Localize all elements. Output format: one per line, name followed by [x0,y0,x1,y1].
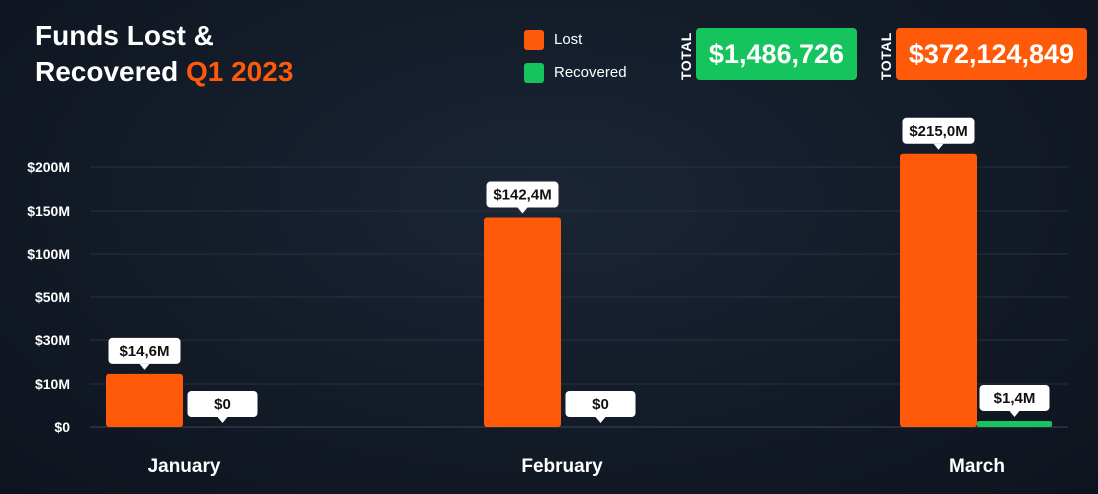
legend-swatch-recovered [524,63,544,83]
legend-label-recovered: Recovered [554,64,627,81]
data-label-recovered-label: $0 [592,396,609,413]
title-period: Q1 2023 [185,56,294,87]
y-tick-label: $150M [27,203,70,219]
data-label-recovered-pointer [595,417,606,423]
data-label-lost-bubble [486,181,559,208]
y-tick-label: $10M [35,376,70,392]
y-tick-label: $100M [27,246,70,262]
y-tick-label: $200M [27,159,70,175]
legend-label-lost: Lost [554,31,583,48]
x-category-label: February [521,456,603,477]
y-tick-label: $50M [35,289,70,305]
x-category-label: March [949,456,1005,477]
total-recovered-value: $1,486,726 [696,28,857,80]
data-label-lost-bubble [902,117,975,144]
data-label-lost-pointer [933,143,944,150]
data-label-lost-label: $215,0M [909,123,967,140]
chart-title: Funds Lost & Recovered Q1 2023 [35,18,293,90]
title-line-1: Funds Lost & [35,20,214,51]
bar-lost [106,373,183,427]
data-label-lost-bubble [108,337,181,364]
data-label-recovered-bubble [979,384,1050,411]
data-label-lost-pointer [139,363,150,370]
data-label-lost-pointer [517,207,528,214]
total-lost-value: $372,124,849 [896,28,1087,80]
data-label-recovered-bubble [187,391,258,417]
data-label-recovered-pointer [217,417,228,423]
data-label-lost-label: $142,4M [493,187,551,204]
bar-recovered [977,420,1052,427]
x-category-label: January [148,456,221,477]
data-label-recovered-label: $0 [214,396,231,413]
y-tick-label: $0 [54,419,70,435]
title-line-2: Recovered Q1 2023 [35,54,293,90]
data-label-recovered-bubble [565,391,636,417]
y-tick-label: $30M [35,332,70,348]
bar-lost [900,153,977,428]
title-recovered: Recovered [35,56,179,87]
data-label-lost-label: $14,6M [119,343,169,360]
data-label-recovered-pointer [1009,410,1020,417]
legend-swatch-lost [524,30,544,50]
bar-lost [484,217,561,427]
data-label-recovered-label: $1,4M [994,390,1036,407]
